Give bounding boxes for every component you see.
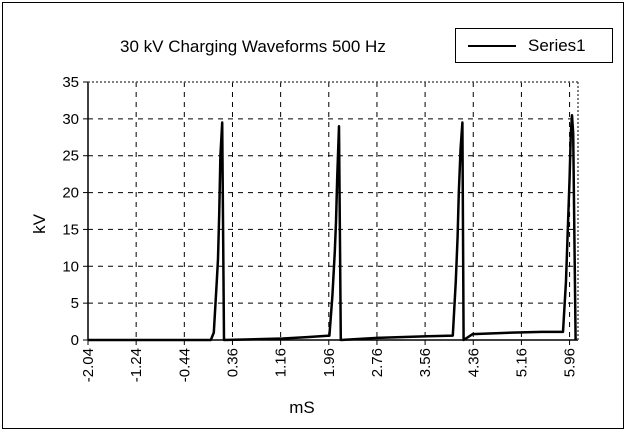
tick-labels: 0 5 10 15 20 25 30 35 -2.04 -1.24 -0.44 0.36 1.16 1.9… (62, 74, 578, 382)
y-tick-label: 30 (62, 111, 79, 128)
series-line-1 (88, 113, 577, 342)
y-tick-label: 25 (62, 148, 79, 165)
x-tick-label: -1.24 (128, 348, 145, 382)
chart-title: 30 kV Charging Waveforms 500 Hz (120, 37, 386, 56)
x-tick-label: 1.16 (273, 348, 290, 377)
y-tick-label: 15 (62, 221, 79, 238)
x-tick-label: -0.44 (176, 348, 193, 382)
legend-series1-label: Series1 (528, 36, 586, 55)
y-tick-label: 35 (62, 74, 79, 91)
y-axis-label: kV (30, 213, 49, 234)
y-tick-label: 10 (62, 258, 79, 275)
x-tick-label: 4.36 (465, 348, 482, 377)
y-tick-label: 5 (71, 295, 79, 312)
x-tick-label: 3.56 (417, 348, 434, 377)
legend: Series1 (455, 28, 613, 63)
x-tick-label: 2.76 (369, 348, 386, 377)
x-tick-label: 1.96 (321, 348, 338, 377)
x-axis-label: mS (289, 398, 315, 417)
series-layer (88, 113, 577, 342)
y-tick-label: 0 (71, 332, 79, 349)
x-tick-label: 0.36 (224, 348, 241, 377)
x-tick-label: -2.04 (80, 348, 97, 382)
x-tick-label: 5.96 (562, 348, 579, 377)
x-tick-label: 5.16 (513, 348, 530, 377)
legend-series1-swatch (468, 45, 516, 47)
chart-frame (2, 2, 624, 429)
axes (83, 81, 579, 345)
y-tick-label: 20 (62, 185, 79, 202)
